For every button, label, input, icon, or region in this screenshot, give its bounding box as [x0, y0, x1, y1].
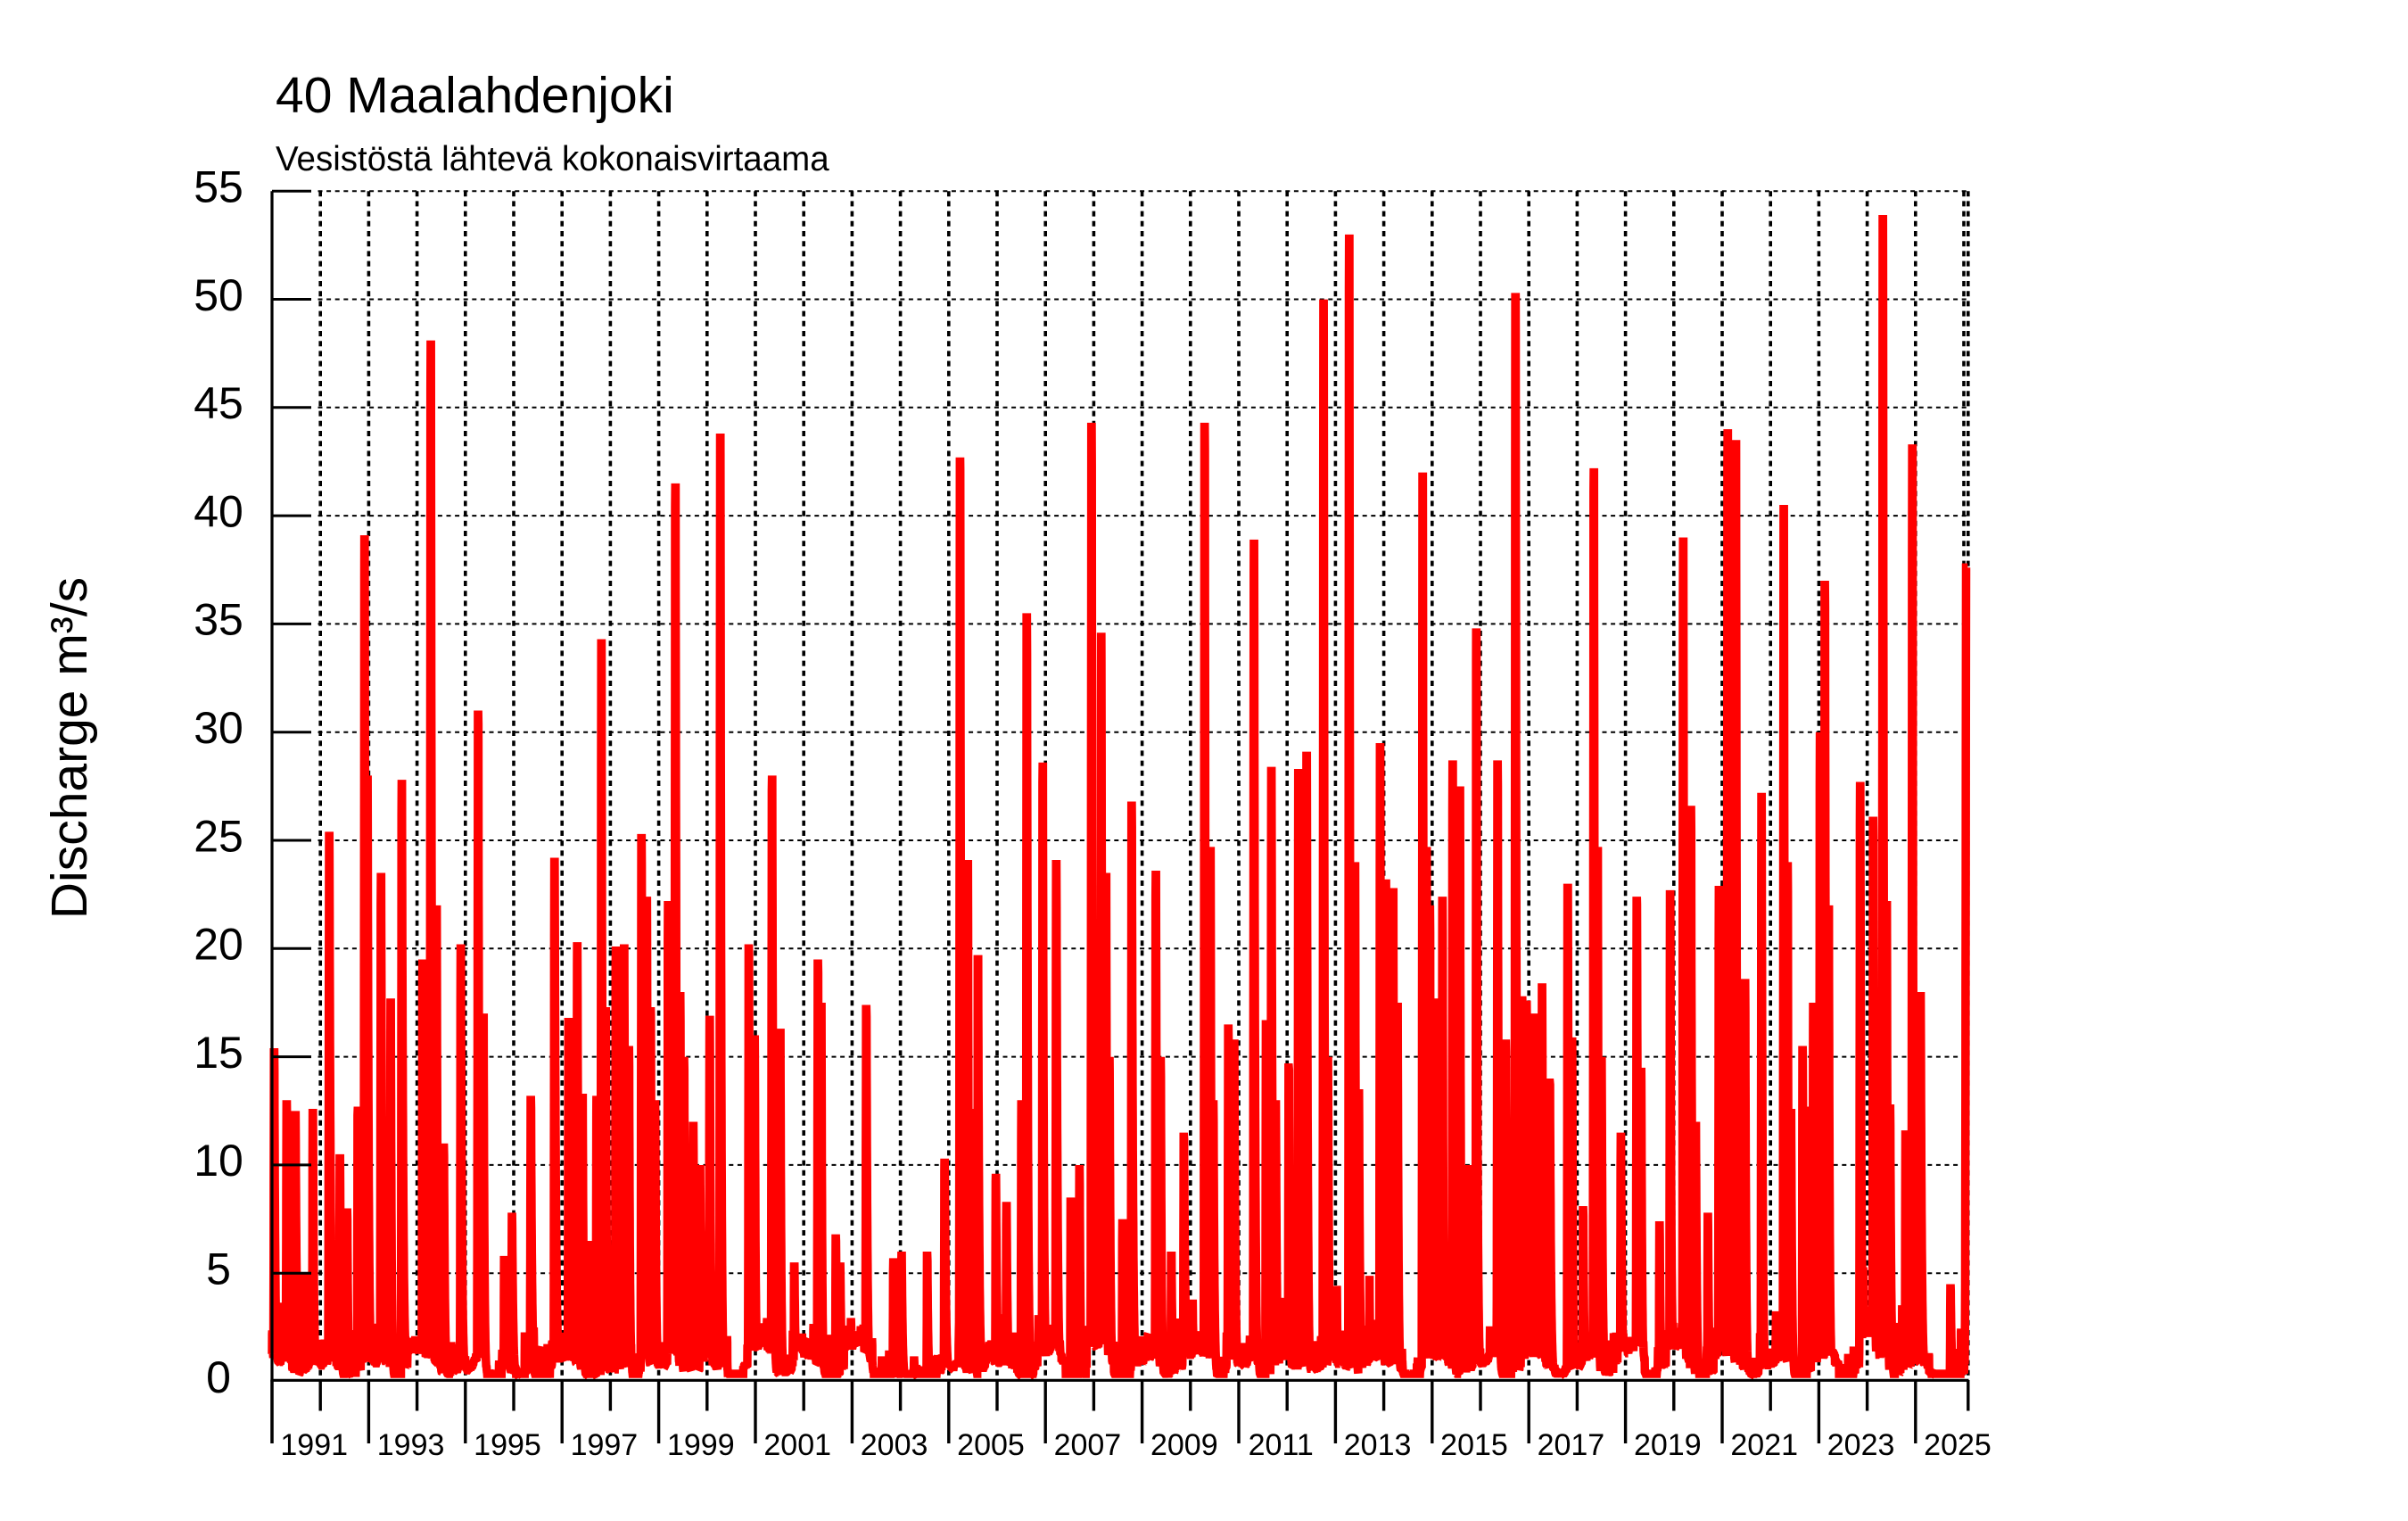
svg-text:2015: 2015: [1440, 1428, 1508, 1462]
svg-text:Vesistöstä lähtevä kokonaisvir: Vesistöstä lähtevä kokonaisvirtaama: [276, 140, 829, 178]
svg-text:20: 20: [194, 920, 243, 970]
svg-text:40: 40: [194, 486, 243, 536]
svg-text:0: 0: [206, 1352, 231, 1402]
svg-text:5: 5: [206, 1244, 231, 1294]
svg-text:35: 35: [194, 595, 243, 645]
svg-text:Discharge m³/s: Discharge m³/s: [41, 577, 98, 919]
svg-text:50: 50: [194, 270, 243, 320]
svg-text:1997: 1997: [571, 1428, 639, 1462]
svg-text:45: 45: [194, 378, 243, 428]
svg-text:2005: 2005: [957, 1428, 1025, 1462]
svg-text:2011: 2011: [1249, 1428, 1314, 1462]
svg-text:2017: 2017: [1538, 1428, 1605, 1462]
svg-text:1993: 1993: [377, 1428, 445, 1462]
svg-text:15: 15: [194, 1028, 243, 1078]
svg-text:1991: 1991: [280, 1428, 348, 1462]
svg-text:2013: 2013: [1344, 1428, 1412, 1462]
svg-text:2019: 2019: [1634, 1428, 1702, 1462]
svg-text:2025: 2025: [1924, 1428, 1992, 1462]
svg-text:1995: 1995: [474, 1428, 541, 1462]
svg-text:2001: 2001: [763, 1428, 831, 1462]
svg-text:2003: 2003: [861, 1428, 928, 1462]
svg-text:2007: 2007: [1054, 1428, 1122, 1462]
svg-text:25: 25: [194, 811, 243, 861]
svg-text:2021: 2021: [1730, 1428, 1798, 1462]
svg-text:40 Maalahdenjoki: 40 Maalahdenjoki: [276, 67, 674, 124]
svg-text:1999: 1999: [667, 1428, 735, 1462]
svg-text:10: 10: [194, 1136, 243, 1186]
svg-text:2023: 2023: [1827, 1428, 1895, 1462]
svg-text:2009: 2009: [1150, 1428, 1218, 1462]
svg-text:55: 55: [194, 162, 243, 212]
svg-text:30: 30: [194, 703, 243, 753]
